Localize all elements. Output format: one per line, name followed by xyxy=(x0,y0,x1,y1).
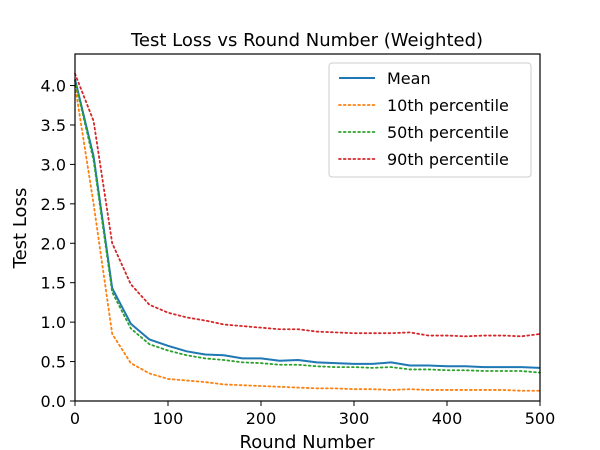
y-tick-label: 3.5 xyxy=(41,116,66,135)
series-line-2 xyxy=(74,84,541,392)
y-tick-label: 2.5 xyxy=(41,195,66,214)
legend-label: 90th percentile xyxy=(387,150,509,169)
x-tick-label: 400 xyxy=(432,409,463,428)
axis-ticks: 0 100 200 300 400 500 0.0 0.5 1.0 1.5 2.0 2.5 3.0 3.5… xyxy=(41,77,556,428)
legend: Mean 10th percentile 50th percentile 90th p… xyxy=(328,62,532,178)
y-tick-label: 0.0 xyxy=(41,392,66,411)
y-tick-label: 2.0 xyxy=(41,234,66,253)
y-tick-label: 0.5 xyxy=(41,353,66,372)
x-tick-label: 0 xyxy=(70,409,80,428)
y-tick-label: 3.0 xyxy=(41,155,66,174)
series-group xyxy=(74,72,541,392)
y-tick-label: 4.0 xyxy=(41,77,66,96)
y-axis-label: Test Loss xyxy=(10,188,31,270)
series-line-1 xyxy=(74,79,541,369)
legend-label: 50th percentile xyxy=(387,123,509,142)
legend-label: 10th percentile xyxy=(387,96,509,115)
series-line-4 xyxy=(74,72,541,338)
y-tick-label: 1.0 xyxy=(41,313,66,332)
y-tick-label: 1.5 xyxy=(41,274,66,293)
x-tick-label: 300 xyxy=(339,409,370,428)
x-axis-label: Round Number xyxy=(240,432,376,450)
x-tick-label: 500 xyxy=(525,409,556,428)
plot-frame xyxy=(74,53,541,402)
legend-label: Mean xyxy=(387,69,431,88)
x-tick-label: 200 xyxy=(246,409,277,428)
chart-title: Test Loss vs Round Number (Weighted) xyxy=(130,30,483,51)
series-line-3 xyxy=(74,79,541,374)
legend-box xyxy=(328,62,532,178)
x-tick-label: 100 xyxy=(153,409,184,428)
